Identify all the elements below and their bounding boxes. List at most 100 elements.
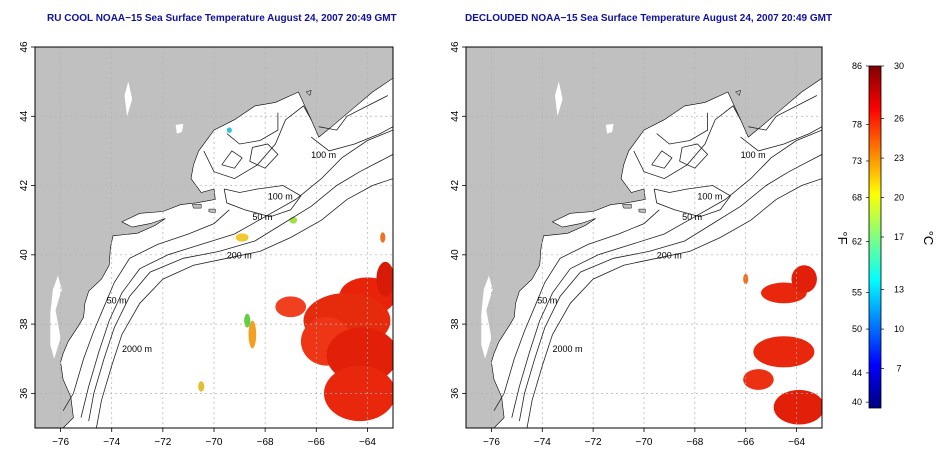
- fahrenheit-tick-label: 68: [852, 193, 862, 203]
- y-tick-label: 40: [19, 249, 30, 261]
- sst-patch: [753, 336, 815, 368]
- sst-patch: [235, 233, 249, 242]
- bathymetry-contour: [96, 178, 393, 428]
- contour-label: 2000 m: [552, 344, 582, 354]
- fahrenheit-tick-label: 44: [852, 368, 862, 378]
- bathymetry-contour: [519, 154, 822, 422]
- island: [622, 203, 632, 209]
- inland-water: [50, 275, 62, 359]
- bathymetry-contour: [633, 105, 741, 180]
- contour-label: 100 m: [697, 191, 722, 201]
- contour-label: 50 m: [107, 295, 127, 305]
- y-tick-label: 38: [19, 318, 30, 330]
- inland-water: [555, 81, 563, 117]
- inland-water: [124, 81, 133, 117]
- celsius-tick-label: 20: [894, 193, 904, 203]
- x-tick-label: −76: [483, 437, 500, 448]
- contour-label: 200 m: [227, 250, 252, 260]
- bathymetry-contour: [203, 105, 312, 180]
- sst-patch: [248, 320, 257, 349]
- celsius-unit-label: °C: [921, 231, 936, 246]
- x-tick-label: −64: [788, 437, 805, 448]
- celsius-tick-label: 13: [894, 285, 904, 295]
- celsius-tick-label: 10: [894, 324, 904, 334]
- bathymetry-contour: [62, 209, 230, 411]
- contour-label: 100 m: [311, 150, 336, 160]
- contour-label: 50 m: [537, 295, 557, 305]
- x-tick-label: −70: [206, 437, 223, 448]
- x-tick-label: −76: [52, 437, 69, 448]
- map-panel-2: 100 m 100 m 50 m 200 m 50 m 2000 m −76 −74 −72 −7…: [450, 41, 823, 448]
- sst-patch: [773, 389, 822, 425]
- bathymetry-contour: [493, 209, 660, 411]
- bathymetry-contour: [80, 129, 393, 418]
- celsius-tick-label: 30: [894, 61, 904, 71]
- fahrenheit-tick-label: 78: [852, 119, 862, 129]
- bathymetry-contour: [249, 143, 279, 169]
- sst-patch: [244, 313, 251, 328]
- land-mass: [35, 47, 393, 428]
- fahrenheit-unit-label: °F: [835, 231, 850, 244]
- bathymetry-contour: [748, 95, 818, 131]
- x-tick-label: −66: [737, 437, 754, 448]
- bathymetry-contour: [656, 112, 708, 145]
- sst-patch: [198, 381, 205, 392]
- y-tick-label: 42: [19, 180, 30, 192]
- contour-label: 100 m: [741, 150, 766, 160]
- sst-patch: [323, 365, 393, 422]
- x-tick-label: −74: [534, 437, 551, 448]
- y-tick-label: 46: [450, 41, 461, 53]
- fahrenheit-tick-label: 73: [852, 156, 862, 166]
- bathymetry-contour: [318, 95, 389, 131]
- celsius-tick-label: 23: [894, 153, 904, 163]
- fahrenheit-tick-label: 62: [852, 236, 862, 246]
- inland-water: [175, 123, 184, 134]
- x-tick-label: −72: [154, 437, 171, 448]
- y-tick-label: 46: [19, 41, 30, 53]
- bathymetry-contour: [226, 112, 279, 145]
- sst-patch: [743, 369, 774, 390]
- y-tick-label: 44: [19, 110, 30, 122]
- fahrenheit-tick-label: 55: [852, 288, 862, 298]
- map-panel-1: 100 m 100 m 50 m 200 m 50 m 2000 m −76 −74 −72 −7…: [19, 41, 394, 448]
- celsius-tick-label: 7: [896, 364, 901, 374]
- contour-label: 50 m: [682, 212, 702, 222]
- right-map-title: DECLOUDED NOAA−15 Sea Surface Temperatur…: [465, 13, 833, 24]
- y-tick-label: 42: [450, 180, 461, 192]
- x-tick-label: −68: [257, 437, 274, 448]
- x-tick-label: −74: [103, 437, 120, 448]
- sst-patch: [791, 265, 817, 293]
- bathymetry-contour: [221, 150, 243, 169]
- x-tick-label: −66: [308, 437, 325, 448]
- y-tick-label: 44: [450, 110, 461, 122]
- sst-patch: [743, 273, 749, 285]
- contour-label: 50 m: [252, 212, 272, 222]
- left-map-title: RU COOL NOAA−15 Sea Surface Temperature …: [47, 13, 397, 24]
- island: [735, 89, 741, 96]
- bathymetry-contour: [310, 126, 393, 152]
- island: [305, 89, 312, 96]
- fahrenheit-tick-label: 50: [852, 324, 862, 334]
- bathymetry-contour: [651, 150, 673, 169]
- y-tick-label: 36: [19, 387, 30, 399]
- x-tick-label: −70: [636, 437, 653, 448]
- bathymetry-contour: [679, 143, 709, 169]
- inland-water: [481, 275, 493, 359]
- island: [638, 208, 646, 213]
- y-tick-label: 38: [450, 318, 461, 330]
- sst-patch: [376, 261, 393, 297]
- sst-patch: [380, 232, 386, 243]
- y-tick-label: 36: [450, 387, 461, 399]
- island: [191, 203, 202, 209]
- temperature-colorbar: 86 78 73 68 62 55 50 44 40 30 26 23 20 17 13 10 7 °F °C: [835, 61, 936, 409]
- colorbar-gradient: [868, 65, 882, 409]
- inland-water: [605, 123, 614, 134]
- fahrenheit-tick-label: 40: [852, 397, 862, 407]
- x-tick-label: −68: [686, 437, 703, 448]
- contour-label: 2000 m: [122, 344, 152, 354]
- contour-label: 100 m: [268, 191, 293, 201]
- bathymetry-contour: [653, 185, 732, 218]
- sst-patch: [226, 127, 232, 133]
- celsius-tick-label: 26: [894, 114, 904, 124]
